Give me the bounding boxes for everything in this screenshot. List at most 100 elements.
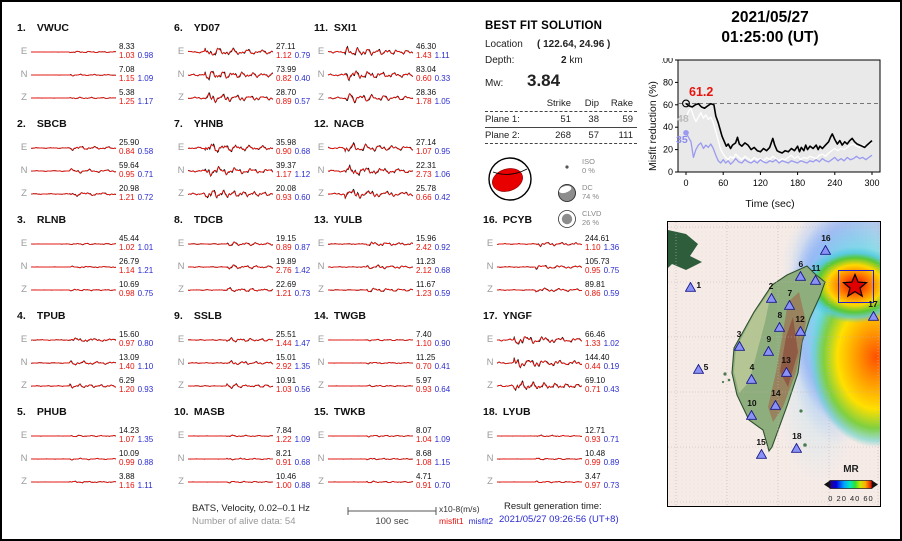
misfit1-value: 0.71 [585,384,601,394]
channel-values: 27.11 1.12 0.79 [276,42,310,60]
svg-text:0: 0 [683,178,688,188]
mechanism-graphics: ISO 0 % DC 74 % [485,154,645,232]
waveform-trace [328,141,413,153]
misfit2-legend: misfit2 [468,516,494,526]
misfit1-value: 1.21 [119,192,135,202]
misfit2-value: 1.11 [434,50,450,60]
channel-values: 11.67 1.23 0.59 [416,280,451,298]
waveform-trace [31,145,116,151]
channel-label: N [317,453,325,464]
channel-label: E [177,142,185,153]
waveform-trace [497,379,582,391]
misfit2-value: 0.68 [294,457,311,467]
map-station-marker: 14 [770,388,782,410]
amplitude-value: 15.60 [119,330,140,340]
map-station-marker: 17 [867,299,879,321]
map-station-marker: 13 [780,355,792,377]
waveform-trace [328,361,413,364]
misfit2-value: 0.60 [294,192,311,202]
channel-values: 10.91 1.03 0.56 [276,376,310,394]
misfit2-value: 0.68 [434,265,451,275]
waveform-trace [328,287,413,292]
channel-label: E [177,238,185,249]
svg-text:60: 60 [718,178,728,188]
misfit1-value: 1.07 [119,434,135,444]
misfit2-value: 1.21 [137,265,154,275]
misfit2-value: 0.93 [137,384,154,394]
channel-label: N [20,165,28,176]
waveform-row: N 13.09 1.40 1.10 [17,351,175,374]
channel-label: N [177,165,185,176]
misfit2-value: 0.89 [603,457,620,467]
channel-label: N [20,357,28,368]
station-title: 17. YNGF [483,310,532,322]
amplitude-value: 59.64 [119,161,140,171]
channel-label: Z [178,188,184,199]
amplitude-value: 45.44 [119,234,140,244]
waveform-row: Z 20.98 1.21 0.72 [17,182,175,205]
misfit1-value: 0.99 [585,457,601,467]
waveform-trace [31,167,116,174]
misfit2-value: 1.12 [294,169,311,179]
channel-values: 10.69 0.98 0.75 [119,280,153,298]
depth-row: Depth: 2 km [485,55,583,66]
station-title: 2. SBCB [17,118,67,130]
misfit1-value: 1.17 [276,169,292,179]
misfit1-value: 2.73 [416,169,432,179]
misfit1-value: 0.89 [276,242,292,252]
channel-values: 4.71 0.91 0.70 [416,472,450,490]
station-number-label: 17 [868,298,878,309]
channel-label: E [486,238,494,249]
station-block: 7. YHNB E 35.98 0.90 0.68 N 39.37 1.17 1.12 Z 20.0… [174,118,332,214]
misfit-panel: 2021/05/27 01:25:00 (UT) Misfit reductio… [638,8,900,218]
station-title: 5. PHUB [17,406,67,418]
channel-values: 13.09 1.40 1.10 [119,353,154,371]
station-triangle-icon [733,340,745,351]
channel-label: N [317,69,325,80]
waveform-row: Z 28.36 1.78 1.05 [314,86,472,109]
amplitude-value: 7.40 [416,330,432,340]
waveform-trace [188,142,273,153]
station-title: 6. YD07 [174,22,220,34]
map-gridlines [668,222,880,506]
amplitude-value: 8.33 [119,42,135,52]
amplitude-value: 144.40 [585,353,610,363]
misfit1-value: 0.97 [585,480,601,490]
station-number-label: 9 [766,334,772,345]
amplitude-value: 10.46 [276,472,297,482]
channel-values: 8.21 0.91 0.68 [276,449,311,467]
misfit1-value: 1.08 [416,457,432,467]
misfit2-value: 1.01 [137,242,154,252]
waveform-trace [188,70,273,81]
waveform-row: N 144.40 0.44 0.19 [483,351,641,374]
station-triangle-icon [685,281,697,292]
waveform-row: E 8.33 1.03 0.98 [17,40,175,63]
waveform-row: E 45.44 1.02 1.01 [17,232,175,255]
misfit2-value: 0.95 [434,146,451,156]
misfit2-value: 1.10 [137,361,154,371]
beachball-icon [488,157,532,201]
misfit1-value: 1.20 [119,384,135,394]
misfit2-value: 1.15 [434,457,451,467]
station-block: 10. MASB E 7.84 1.22 1.09 N 8.21 0.91 0.68 Z 10.46… [174,406,332,502]
channel-values: 83.04 0.60 0.33 [416,65,450,83]
misfit2-value: 0.98 [137,50,154,60]
waveform-row: E 15.96 2.42 0.92 [314,232,472,255]
channel-label: Z [487,284,493,295]
waveform-trace [188,264,273,270]
waveform-trace [188,434,273,437]
misfit2-value: 1.17 [137,96,154,106]
amplitude-value: 3.47 [585,472,601,482]
channel-values: 22.69 1.21 0.73 [276,280,310,298]
channel-values: 15.60 0.97 0.80 [119,330,153,348]
channel-label: N [177,453,185,464]
amplitude-value: 11.25 [416,353,436,363]
station-title: 8. TDCB [174,214,224,226]
amplitude-value: 25.78 [416,184,437,194]
station-triangle-icon [770,399,782,410]
waveform-row: Z 5.97 0.93 0.64 [314,374,472,397]
waveform-row: N 19.89 2.76 1.42 [174,255,332,278]
misfit2-value: 0.59 [434,288,451,298]
channel-label: E [20,238,28,249]
waveform-row: E 66.46 1.33 1.02 [483,328,641,351]
